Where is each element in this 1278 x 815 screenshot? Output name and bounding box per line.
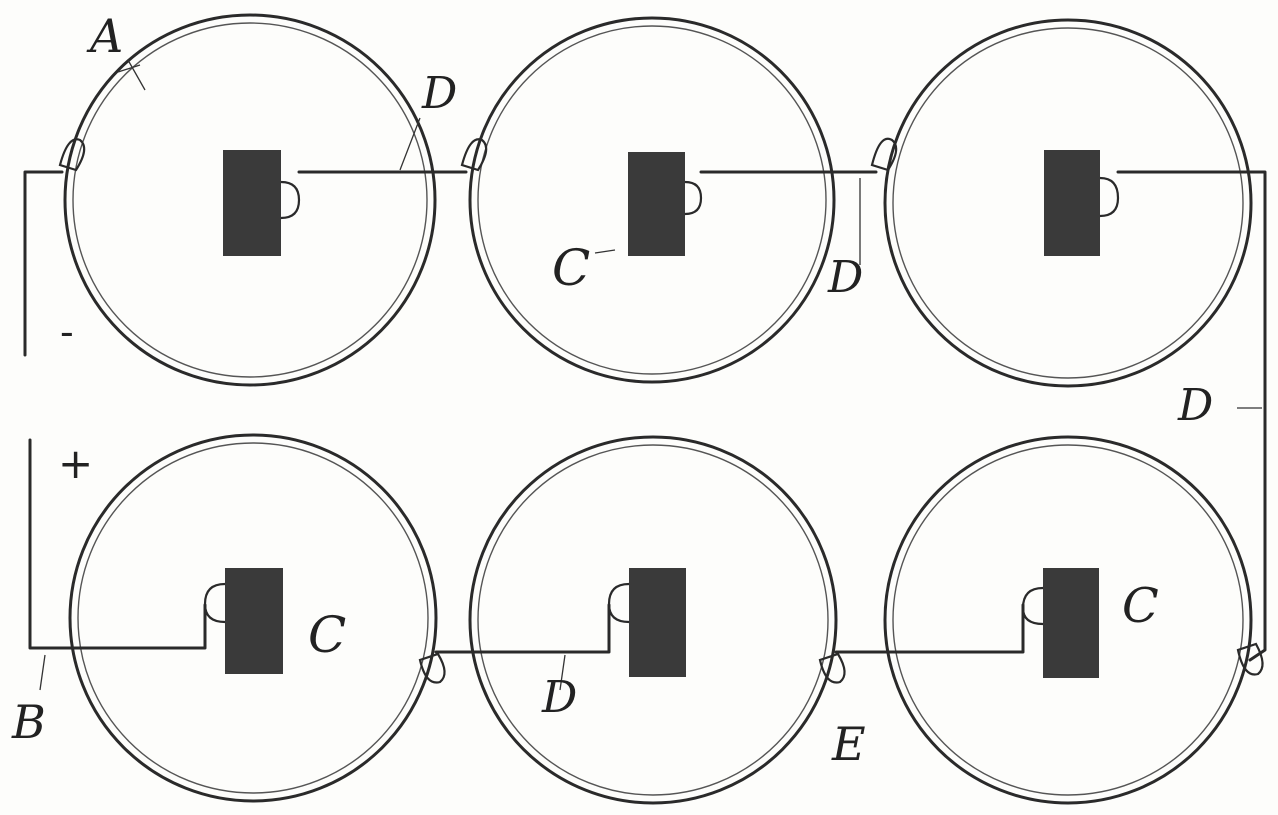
wire-top-3-down — [1116, 170, 1267, 662]
label-plus: + — [58, 439, 93, 488]
clip-bottom-2 — [607, 582, 630, 624]
label-minus: - — [60, 310, 74, 354]
cell-bottom-1 — [68, 433, 438, 803]
rim-terminals — [58, 137, 1264, 684]
plate-bottom-1 — [225, 568, 283, 674]
plate-top-2 — [628, 152, 685, 256]
wire-bottom-2-to-1 — [434, 603, 611, 654]
cell-top-3 — [883, 18, 1253, 388]
plate-bottom-3 — [1043, 568, 1099, 678]
label-D-right: D — [1177, 380, 1213, 431]
clip-top-2 — [684, 180, 703, 216]
label-B: B — [11, 695, 46, 749]
wire-bottom-3-to-2 — [834, 603, 1025, 654]
label-C-bottom-3: C — [1122, 578, 1159, 634]
label-A: A — [86, 9, 123, 63]
label-D-top-1: D — [421, 68, 457, 119]
clip-bottom-1 — [203, 582, 226, 624]
label-D-top-2: D — [827, 252, 863, 303]
cell-bottom-2 — [468, 435, 838, 805]
cell-bottom-3 — [883, 435, 1253, 805]
clip-bottom-3 — [1021, 586, 1044, 626]
label-E: E — [831, 717, 866, 771]
leader-lines — [39, 59, 1262, 691]
plate-bottom-2 — [629, 568, 686, 677]
wire-positive-lead — [28, 438, 207, 650]
wire-negative-lead — [23, 170, 64, 357]
cell-top-2 — [468, 16, 836, 384]
label-C-top-2: C — [552, 239, 590, 297]
label-D-bottom-2: D — [541, 672, 577, 723]
clip-top-3 — [1099, 176, 1120, 218]
plate-top-3 — [1044, 150, 1100, 256]
plate-top-1 — [223, 150, 281, 256]
label-C-bottom-1: C — [308, 606, 346, 664]
clip-top-1 — [280, 180, 301, 220]
cell-top-1 — [63, 13, 437, 387]
